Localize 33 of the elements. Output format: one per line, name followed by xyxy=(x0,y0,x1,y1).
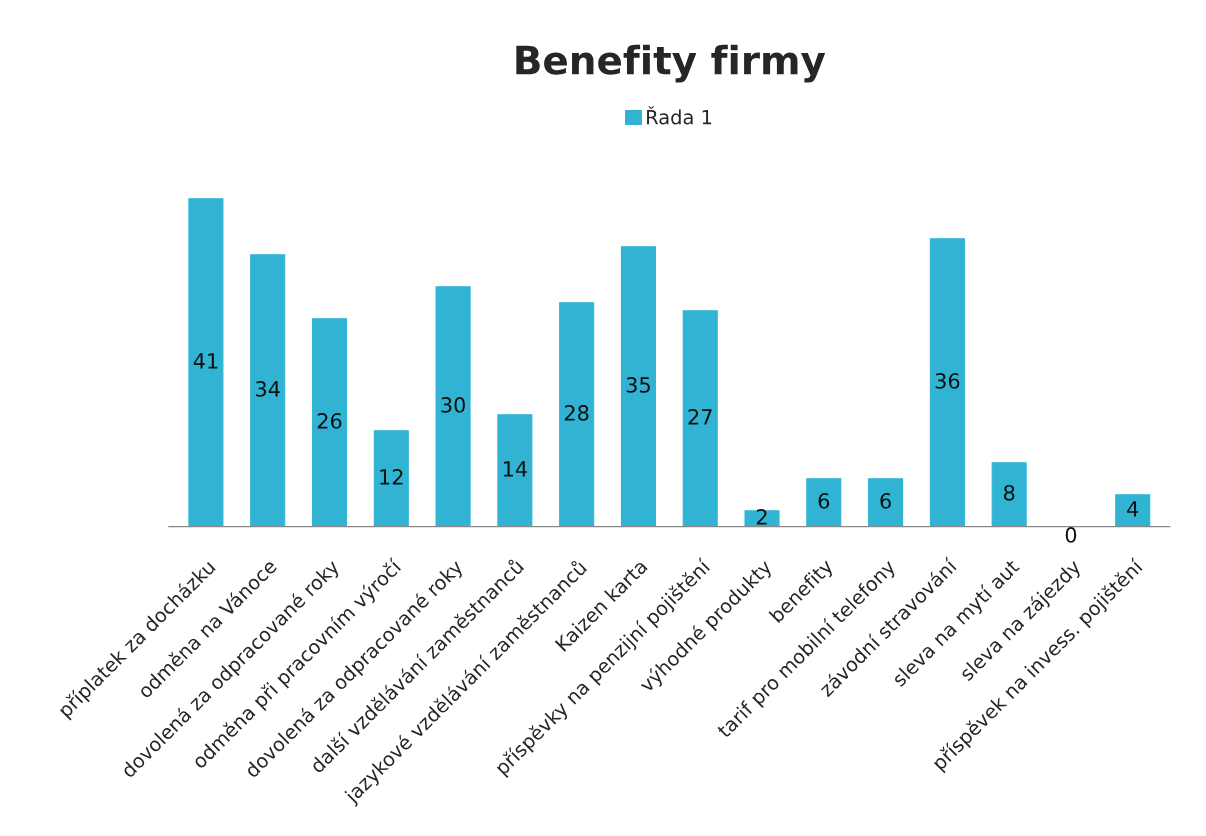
bar xyxy=(1115,494,1151,527)
data-label: 12 xyxy=(380,468,403,485)
bar xyxy=(929,238,965,527)
data-label: 27 xyxy=(688,409,712,425)
bar xyxy=(744,510,780,527)
legend-label: Řada 1 xyxy=(647,106,712,125)
bar xyxy=(991,462,1027,527)
data-label: 6 xyxy=(880,492,891,509)
bar xyxy=(373,430,409,527)
data-label: 2 xyxy=(756,508,767,525)
chart-title: Benefity firmy xyxy=(516,44,826,83)
data-label: 34 xyxy=(256,381,280,397)
data-label: 0 xyxy=(1065,527,1077,543)
data-label: 35 xyxy=(626,377,650,393)
data-label: 36 xyxy=(935,373,960,389)
data-label: 30 xyxy=(441,397,465,413)
bar xyxy=(311,318,348,527)
data-label: 8 xyxy=(1003,484,1015,501)
bar xyxy=(806,478,842,527)
bar xyxy=(250,254,286,527)
data-label: 4 xyxy=(1127,501,1139,517)
data-label: 41 xyxy=(193,353,218,369)
data-label: 26 xyxy=(317,413,342,429)
bar xyxy=(682,310,718,527)
data-label: 14 xyxy=(503,461,527,477)
bar xyxy=(188,198,224,527)
bar xyxy=(620,246,656,527)
bar xyxy=(868,478,904,527)
data-label: 28 xyxy=(564,405,589,421)
data-label: 6 xyxy=(818,492,830,509)
bar xyxy=(497,414,533,527)
bar xyxy=(435,286,471,527)
bar xyxy=(559,302,595,527)
